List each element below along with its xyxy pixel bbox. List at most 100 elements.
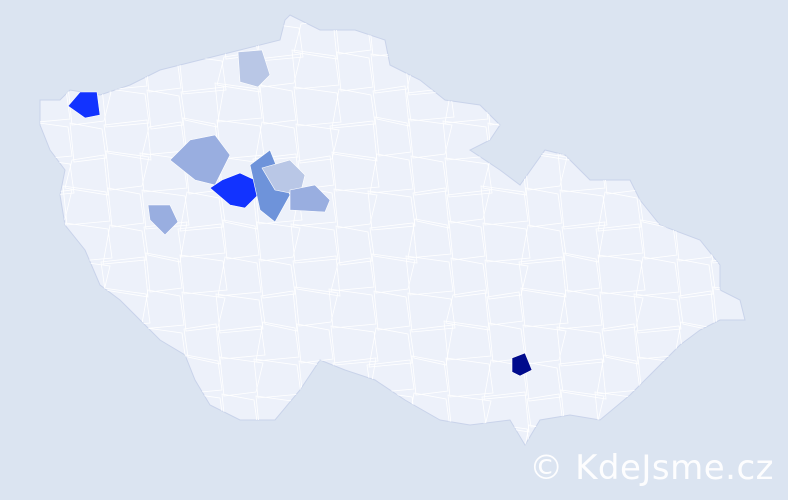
region-central-east-district-c[interactable] bbox=[289, 184, 331, 213]
district bbox=[558, 289, 603, 330]
district bbox=[713, 123, 745, 164]
district bbox=[450, 257, 488, 298]
district bbox=[369, 153, 414, 194]
district bbox=[480, 185, 529, 226]
district bbox=[295, 123, 340, 164]
district bbox=[523, 150, 568, 191]
region-west-central-district[interactable] bbox=[169, 134, 231, 186]
district bbox=[753, 15, 788, 54]
district bbox=[449, 426, 487, 445]
district bbox=[412, 187, 450, 229]
district bbox=[40, 20, 74, 61]
district bbox=[40, 220, 68, 261]
district bbox=[140, 358, 189, 400]
district bbox=[446, 189, 491, 224]
district bbox=[293, 86, 342, 127]
district bbox=[373, 290, 411, 331]
district bbox=[257, 427, 302, 445]
district bbox=[104, 324, 149, 365]
district bbox=[336, 425, 374, 445]
district bbox=[716, 360, 745, 401]
district bbox=[754, 226, 788, 265]
district bbox=[671, 358, 720, 399]
district bbox=[404, 429, 453, 445]
district bbox=[558, 358, 607, 400]
district bbox=[751, 358, 788, 398]
district bbox=[65, 422, 114, 445]
district bbox=[215, 293, 264, 334]
district bbox=[335, 225, 373, 266]
district bbox=[100, 256, 149, 298]
district bbox=[410, 155, 448, 196]
district bbox=[140, 289, 185, 330]
district bbox=[714, 323, 745, 364]
district bbox=[636, 156, 681, 197]
district bbox=[101, 87, 150, 128]
district bbox=[105, 150, 150, 191]
district bbox=[334, 388, 372, 429]
district bbox=[520, 287, 569, 328]
district bbox=[146, 89, 184, 130]
district bbox=[598, 86, 643, 128]
district bbox=[62, 185, 111, 226]
district bbox=[411, 355, 449, 396]
district bbox=[635, 256, 680, 297]
district bbox=[596, 54, 645, 95]
region-north-west-district[interactable] bbox=[67, 91, 101, 119]
district bbox=[328, 288, 377, 329]
region-central-district[interactable] bbox=[209, 172, 259, 209]
district bbox=[183, 323, 221, 365]
district bbox=[524, 361, 562, 402]
district bbox=[40, 289, 72, 331]
district bbox=[525, 187, 563, 228]
region-south-west-district[interactable] bbox=[147, 204, 179, 236]
district bbox=[40, 394, 74, 435]
district bbox=[40, 52, 69, 94]
region-north-district[interactable] bbox=[237, 49, 271, 88]
district bbox=[755, 52, 788, 91]
district bbox=[258, 258, 296, 299]
region-central-east-district-b[interactable] bbox=[261, 159, 306, 196]
district bbox=[144, 426, 182, 445]
district bbox=[518, 256, 567, 298]
district bbox=[634, 119, 683, 160]
district bbox=[179, 254, 228, 295]
district bbox=[103, 424, 148, 445]
district bbox=[521, 50, 566, 91]
district bbox=[448, 220, 486, 261]
district bbox=[482, 222, 531, 263]
region-south-moravia-district[interactable] bbox=[511, 352, 533, 377]
district bbox=[484, 259, 529, 300]
district bbox=[672, 121, 717, 162]
district bbox=[595, 223, 644, 258]
district bbox=[672, 184, 721, 225]
district bbox=[408, 118, 453, 159]
district bbox=[447, 20, 492, 61]
district bbox=[330, 257, 375, 292]
district bbox=[367, 190, 416, 231]
district bbox=[711, 18, 745, 60]
district bbox=[179, 191, 224, 232]
district bbox=[145, 252, 183, 293]
district bbox=[752, 189, 788, 228]
district bbox=[177, 223, 226, 258]
district bbox=[63, 17, 112, 59]
district bbox=[369, 222, 418, 264]
district bbox=[142, 15, 187, 56]
district bbox=[217, 256, 262, 297]
district bbox=[255, 321, 300, 362]
district bbox=[670, 153, 719, 195]
district bbox=[294, 286, 339, 327]
district bbox=[639, 19, 677, 60]
district bbox=[63, 391, 112, 433]
district bbox=[483, 48, 532, 89]
district bbox=[597, 254, 646, 295]
district bbox=[176, 17, 225, 58]
district bbox=[331, 88, 376, 129]
district bbox=[559, 121, 604, 156]
district bbox=[711, 86, 745, 127]
district bbox=[178, 54, 227, 95]
district bbox=[102, 224, 147, 265]
district bbox=[255, 21, 304, 62]
